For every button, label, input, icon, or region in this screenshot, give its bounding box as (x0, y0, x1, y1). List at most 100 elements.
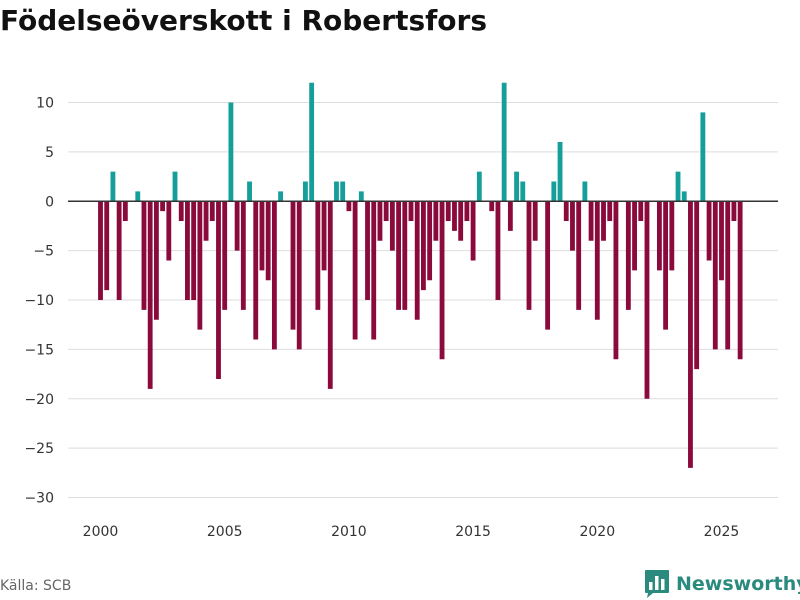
bar (216, 201, 221, 379)
bar (116, 201, 122, 300)
bar (383, 201, 389, 221)
bar (240, 201, 246, 310)
bar-chart-logo-icon (645, 570, 669, 598)
bar (153, 201, 159, 320)
bar (625, 201, 631, 310)
bar (141, 201, 147, 310)
bar (594, 201, 600, 320)
bar (185, 201, 190, 300)
bar (377, 201, 383, 241)
bar (452, 201, 457, 231)
x-tick-label: 2020 (579, 524, 615, 540)
bar (563, 201, 569, 221)
bar (433, 201, 439, 241)
bar (278, 191, 284, 202)
bar (712, 201, 718, 350)
bar (389, 201, 395, 251)
bar (358, 191, 364, 202)
x-tick-label: 2025 (704, 524, 740, 540)
bar (681, 191, 687, 202)
bar (731, 201, 737, 221)
bar (656, 201, 662, 271)
bar (197, 201, 203, 330)
source-label: Källa: SCB (0, 578, 72, 594)
brand-name: Newsworthy (676, 573, 800, 595)
y-tick-label: −10 (24, 293, 54, 309)
bar (166, 201, 172, 261)
bar (464, 201, 470, 221)
x-tick-label: 2015 (455, 524, 491, 540)
bar (526, 201, 532, 310)
bar (334, 181, 339, 202)
bar (234, 201, 240, 251)
bar (408, 201, 414, 221)
bar (489, 201, 495, 212)
bar (315, 201, 321, 310)
bar (104, 201, 110, 291)
bar (402, 201, 408, 310)
bar (271, 201, 277, 350)
bar (663, 201, 669, 330)
bar (327, 201, 333, 389)
bar (514, 171, 519, 202)
bar (737, 201, 743, 360)
bar (365, 201, 370, 300)
bar (613, 201, 619, 360)
bar (507, 201, 513, 231)
newsworthy-logo: Newsworthy (644, 569, 800, 599)
bar (160, 201, 166, 212)
bar (147, 201, 153, 389)
bar (688, 201, 693, 468)
bar (700, 112, 706, 202)
y-tick-label: 0 (45, 194, 54, 210)
bar (346, 201, 352, 212)
bar (607, 201, 613, 221)
bar (253, 201, 259, 340)
chart-title: Födelseöverskott i Robertsfors (0, 4, 488, 37)
bar (191, 201, 197, 300)
bar (520, 181, 526, 202)
bar (296, 201, 302, 350)
bar (414, 201, 420, 320)
y-tick-label: −5 (33, 244, 54, 260)
bar (445, 201, 451, 221)
y-tick-label: −25 (24, 441, 54, 457)
bar (178, 201, 184, 221)
bar (644, 201, 650, 399)
grid-lines (68, 102, 778, 498)
bar (209, 201, 215, 221)
x-tick-label: 2000 (83, 524, 119, 540)
bar (110, 171, 116, 202)
y-tick-label: 5 (45, 145, 54, 161)
y-tick-label: −30 (24, 491, 54, 507)
x-tick-label: 2005 (207, 524, 243, 540)
bar (309, 82, 315, 202)
bar (694, 201, 700, 370)
bar (352, 201, 358, 340)
y-axis-labels: 10 5 0 −5 −10 −15 −20 −25 −30 (24, 96, 54, 507)
bar (570, 201, 575, 251)
bar (321, 201, 327, 271)
y-tick-label: 10 (36, 96, 54, 112)
bar (396, 201, 401, 310)
bar (290, 201, 296, 330)
bar (557, 142, 563, 202)
bar (172, 171, 178, 202)
bar (427, 201, 433, 281)
bar (632, 201, 637, 271)
bar (265, 201, 271, 281)
bar (340, 181, 346, 202)
bar (501, 82, 507, 202)
bar (706, 201, 712, 261)
bar (476, 171, 482, 202)
bar (532, 201, 538, 241)
bar (588, 201, 594, 241)
bar (203, 201, 209, 241)
bar (439, 201, 445, 360)
bars (98, 82, 743, 468)
bar (259, 201, 265, 271)
bar (582, 181, 588, 202)
y-tick-label: −20 (24, 392, 54, 408)
bar (669, 201, 675, 271)
